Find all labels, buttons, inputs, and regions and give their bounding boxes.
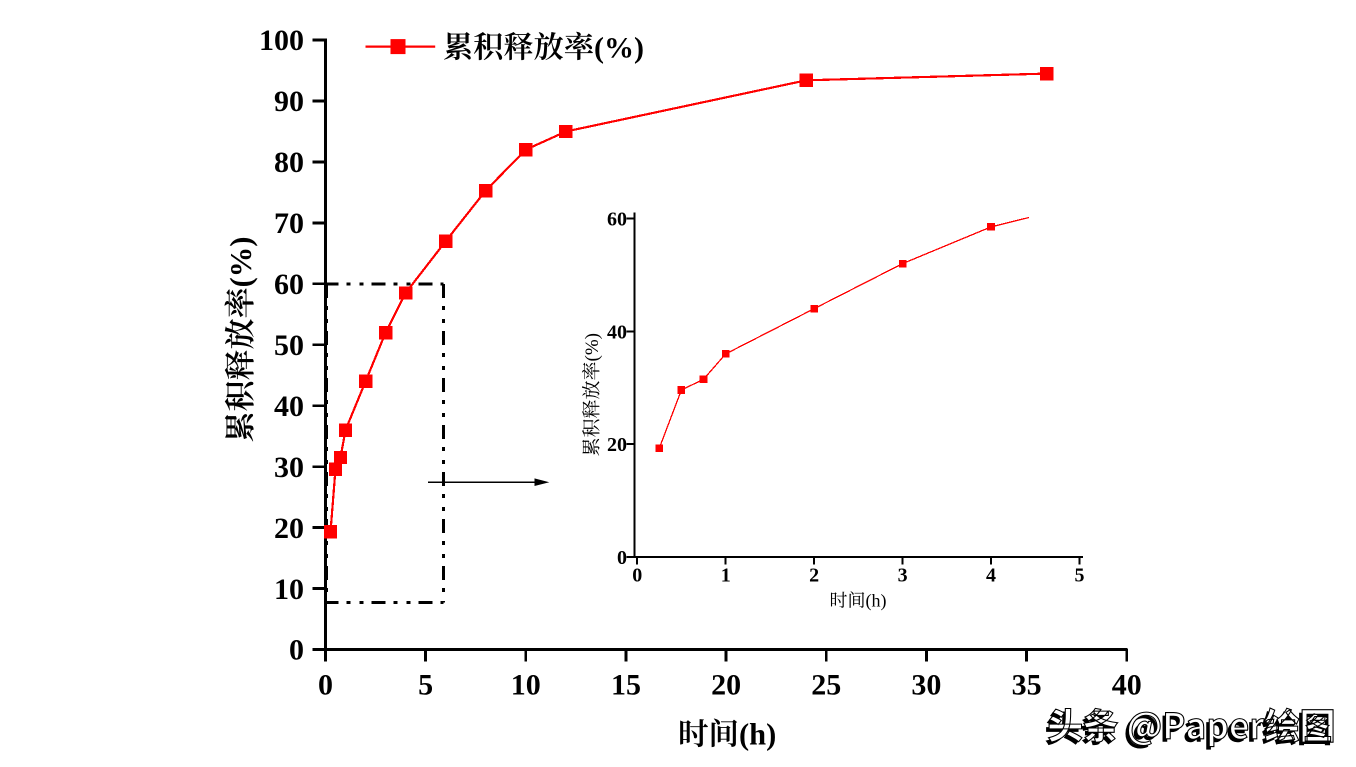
svg-text:10: 10: [511, 669, 541, 702]
svg-text:2: 2: [809, 565, 819, 587]
svg-text:80: 80: [274, 146, 304, 179]
svg-text:0: 0: [318, 669, 333, 702]
svg-text:70: 70: [274, 207, 304, 240]
svg-text:20: 20: [711, 669, 741, 702]
svg-text:20: 20: [607, 434, 627, 456]
svg-text:30: 30: [274, 451, 304, 484]
svg-text:90: 90: [274, 85, 304, 118]
svg-text:35: 35: [1012, 669, 1042, 702]
svg-text:40: 40: [1112, 669, 1142, 702]
svg-text:5: 5: [1075, 565, 1085, 587]
svg-text:0: 0: [617, 547, 627, 569]
svg-text:50: 50: [274, 329, 304, 362]
svg-text:25: 25: [811, 669, 841, 702]
svg-text:1: 1: [721, 565, 731, 587]
svg-text:5: 5: [418, 669, 433, 702]
svg-text:(h): (h): [866, 591, 887, 612]
svg-text:15: 15: [611, 669, 641, 702]
svg-text:(h): (h): [739, 718, 776, 752]
svg-text:0: 0: [632, 565, 642, 587]
svg-text:20: 20: [274, 512, 304, 545]
svg-text:4: 4: [986, 565, 996, 587]
svg-text:(%): (%): [582, 333, 603, 361]
svg-text:40: 40: [607, 321, 627, 343]
svg-text:100: 100: [259, 24, 304, 57]
svg-text:0: 0: [289, 634, 304, 667]
svg-text:40: 40: [274, 390, 304, 423]
svg-text:60: 60: [607, 208, 627, 230]
svg-text:3: 3: [898, 565, 908, 587]
svg-text:(%): (%): [224, 237, 258, 288]
svg-text:10: 10: [274, 573, 304, 606]
svg-text:60: 60: [274, 268, 304, 301]
svg-text:(%): (%): [594, 32, 644, 65]
svg-text:30: 30: [911, 669, 941, 702]
